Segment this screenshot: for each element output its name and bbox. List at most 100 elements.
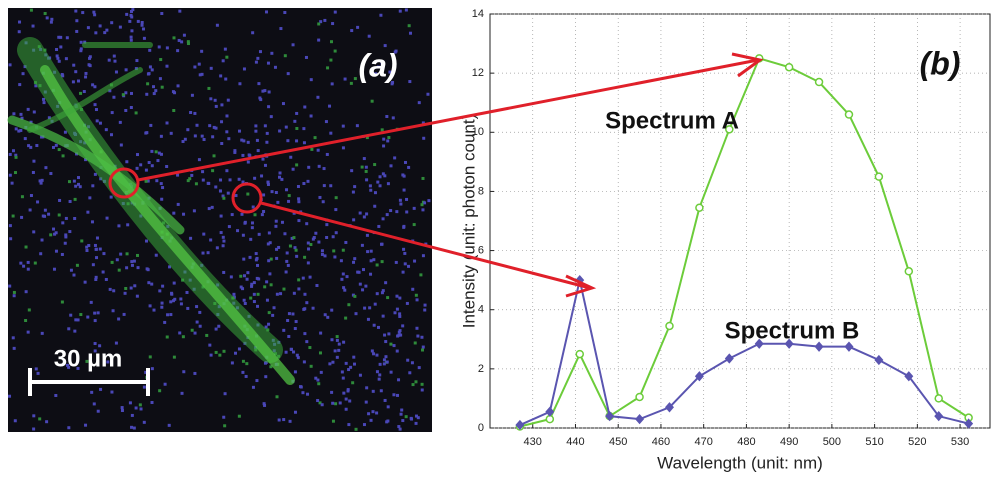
speckle <box>163 382 167 386</box>
speckle <box>255 138 259 142</box>
speckle <box>381 289 385 293</box>
speckle <box>64 233 68 237</box>
speckle <box>317 240 321 244</box>
speckle <box>260 213 264 217</box>
speckle <box>286 318 290 322</box>
speckle <box>378 175 382 179</box>
speckle <box>93 13 97 17</box>
speckle <box>380 61 384 65</box>
speckle <box>302 360 306 364</box>
x-tick-label: 490 <box>780 436 798 448</box>
speckle <box>159 134 163 138</box>
speckle <box>382 358 386 362</box>
speckle <box>395 294 399 298</box>
speckle <box>387 332 391 336</box>
speckle <box>408 80 412 84</box>
speckle <box>330 338 334 342</box>
speckle <box>265 298 269 302</box>
speckle <box>243 220 247 224</box>
speckle <box>230 361 234 365</box>
speckle <box>50 17 54 21</box>
speckle <box>411 383 415 387</box>
speckle <box>170 291 174 295</box>
speckle <box>207 207 211 211</box>
speckle <box>14 153 18 157</box>
speckle <box>69 268 73 272</box>
speckle <box>323 313 327 317</box>
speckle <box>241 180 245 184</box>
speckle <box>112 289 116 293</box>
speckle <box>159 152 163 156</box>
speckle <box>380 128 384 132</box>
speckle <box>207 181 211 185</box>
speckle <box>389 164 393 168</box>
speckle <box>88 55 92 59</box>
speckle <box>333 10 337 14</box>
speckle <box>331 360 335 364</box>
speckle <box>176 173 180 177</box>
speckle <box>423 303 427 307</box>
speckle <box>262 402 266 406</box>
speckle <box>311 237 315 241</box>
speckle <box>40 331 44 335</box>
speckle <box>42 97 46 101</box>
speckle <box>38 179 42 183</box>
speckle <box>316 399 320 403</box>
point <box>725 125 734 134</box>
speckle <box>33 261 37 265</box>
speckle <box>405 210 409 214</box>
speckle <box>35 144 39 148</box>
speckle <box>362 215 366 219</box>
speckle <box>402 225 406 229</box>
speckle <box>245 362 249 366</box>
speckle <box>101 270 105 274</box>
speckle <box>79 40 83 44</box>
speckle <box>96 311 100 315</box>
x-tick-label: 470 <box>694 436 712 448</box>
speckle <box>385 115 389 119</box>
speckle <box>165 46 169 50</box>
speckle <box>368 184 372 188</box>
speckle <box>256 292 260 296</box>
speckle <box>209 353 213 357</box>
speckle <box>40 238 44 242</box>
speckle <box>321 200 325 204</box>
speckle <box>214 126 218 130</box>
speckle <box>11 336 15 340</box>
speckle <box>105 28 109 32</box>
speckle <box>105 216 109 220</box>
speckle <box>378 184 382 188</box>
speckle <box>365 178 369 182</box>
speckle <box>353 294 357 298</box>
speckle <box>277 245 281 249</box>
point <box>545 406 555 417</box>
x-tick-label: 500 <box>823 436 841 448</box>
speckle <box>152 308 156 312</box>
speckle <box>409 416 413 420</box>
speckle <box>136 266 140 270</box>
speckle <box>409 31 413 35</box>
speckle <box>364 284 368 288</box>
speckle <box>371 410 375 414</box>
speckle <box>71 80 75 84</box>
speckle <box>414 414 418 418</box>
speckle <box>98 121 102 125</box>
speckle <box>36 371 40 375</box>
speckle <box>160 305 164 309</box>
speckle <box>296 184 300 188</box>
speckle <box>128 19 132 23</box>
speckle <box>193 65 197 69</box>
speckle <box>276 200 280 204</box>
speckle <box>295 139 299 143</box>
speckle <box>197 62 201 66</box>
speckle <box>320 249 324 253</box>
speckle <box>136 153 140 157</box>
speckle <box>270 190 274 194</box>
speckle <box>38 417 42 421</box>
point <box>784 338 794 349</box>
point <box>934 394 943 403</box>
speckle <box>207 86 211 90</box>
speckle <box>268 241 272 245</box>
speckle <box>193 134 197 138</box>
speckle <box>378 373 382 377</box>
